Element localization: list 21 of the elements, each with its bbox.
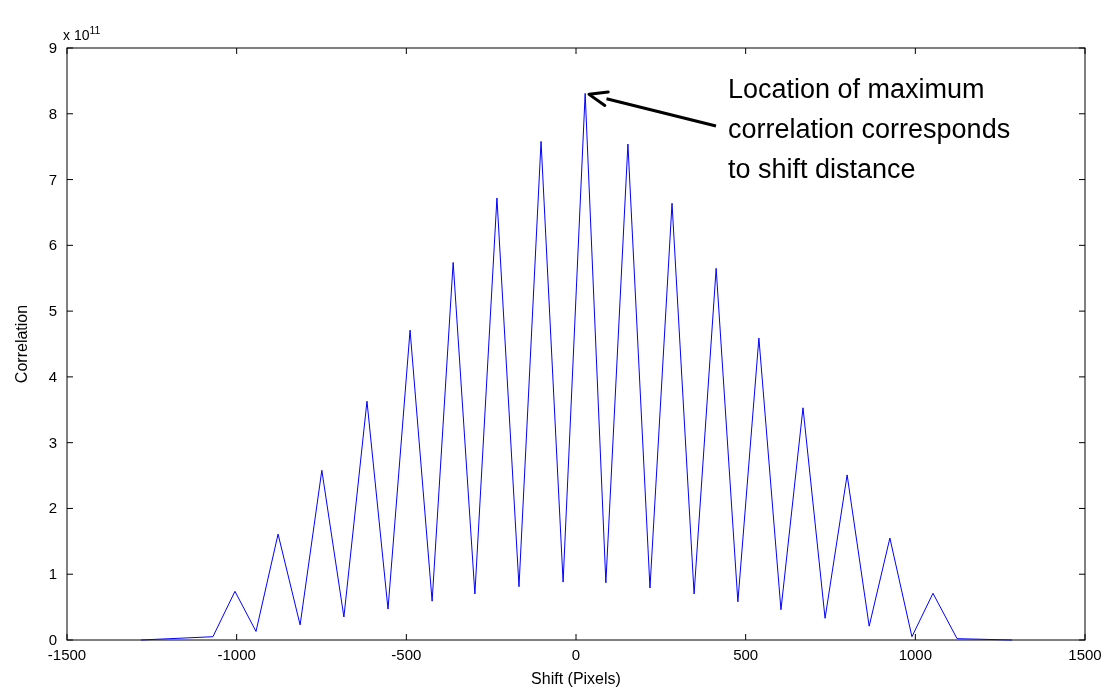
x-tick-label: -1500 (47, 646, 87, 663)
y-tick-label: 6 (48, 236, 57, 254)
x-tick-label: -1000 (217, 646, 256, 663)
y-tick-label: 5 (48, 302, 57, 320)
y-tick-label: 8 (48, 104, 57, 122)
y-tick-label: 9 (48, 39, 57, 56)
y-tick-label: 2 (48, 499, 57, 517)
y-tick-label: 1 (48, 565, 57, 583)
y-tick-label: 3 (48, 433, 57, 451)
x-axis-title: Shift (Pixels) (531, 670, 621, 687)
y-tick-label: 4 (48, 367, 57, 385)
y-tick-label: 7 (48, 170, 57, 188)
x-tick-label: 500 (733, 646, 759, 663)
text: x 10$^{11}$ (63, 24, 101, 43)
x-tick-label: 1000 (898, 646, 933, 663)
y-axis-title: Correlation (13, 304, 30, 384)
x-tick-label: 1500 (1068, 646, 1102, 663)
y-tick-label: 0 (48, 631, 57, 648)
x-tick-label: -500 (391, 646, 422, 663)
x-tick-label: 0 (571, 646, 581, 663)
annotation: Location of maximum correlation corresponds to shift distance (728, 74, 1011, 184)
